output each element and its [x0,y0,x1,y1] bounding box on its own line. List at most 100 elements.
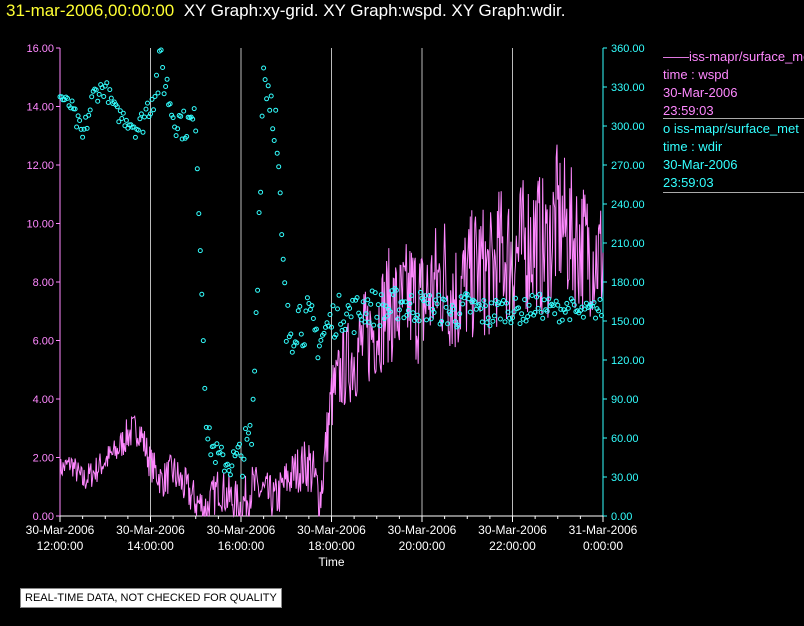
wdir-point [448,311,454,317]
wdir-point [89,94,95,100]
wdir-point [482,303,488,309]
wdir-point [517,321,523,327]
x-axis-label: Time [318,555,345,569]
wdir-point [247,422,253,428]
wdir-point [244,436,250,442]
wdir-point [511,309,517,315]
wdir-point [534,294,540,300]
wdir-point [479,319,485,325]
wdir-point [117,108,123,114]
wdir-point [240,473,245,479]
wdir-point [197,248,203,254]
wdir-point [368,301,374,307]
wdir-point [558,306,564,312]
wdir-point [220,452,226,458]
wdir-point [108,95,114,101]
wdir-point [261,65,267,71]
legend-field: time : wspd [663,67,729,82]
wdir-point [597,297,603,302]
wdir-point [472,299,478,305]
wdir-point [478,306,484,312]
wdir-point [152,94,158,99]
wdir-point [249,441,255,447]
wdir-point [457,311,463,317]
wdir-point [360,299,366,305]
wdir-point [380,302,386,308]
x-tick-label-date: 30-Mar-2006 [478,523,547,537]
x-tick-label-date: 30-Mar-2006 [116,523,185,537]
wdir-point [271,138,277,143]
wdir-point [484,320,490,326]
wdir-point [87,107,93,113]
title-graphs: XY Graph:xy-grid. XY Graph:wspd. XY Grap… [183,1,566,20]
wdir-point [309,303,315,309]
left-tick-label: 8.00 [33,277,54,289]
wdir-point [591,300,597,305]
wdir-point [460,301,466,307]
wdir-point [362,319,368,325]
wdir-point [541,297,547,303]
wdir-point [148,111,153,117]
wdir-point [193,128,199,134]
wdir-point [313,326,319,332]
wdir-point [329,324,334,330]
legend-circle-icon: o [663,121,671,136]
wdir-point [535,305,541,311]
wdir-point [510,315,515,321]
wdir-point [282,280,288,286]
wdir-point [402,299,408,305]
wdir-point [95,98,101,104]
wdir-point [553,298,559,304]
wdir-point [354,295,360,301]
wdir-point [427,293,432,298]
wdir-point [523,318,529,324]
wdir-point [496,300,502,306]
wdir-point [538,309,544,315]
legend-wspd: ——iss-mapr/surface_met time : wspd 30-Ma… [663,48,804,120]
wdir-point [583,300,589,306]
wdir-point [407,301,413,306]
wdir-point [532,309,538,315]
wdir-point [259,113,265,119]
wdir-point [149,96,155,102]
wdir-point [75,113,81,119]
wdir-point [283,338,289,344]
wdir-point [378,292,384,298]
wdir-point [68,105,74,111]
wdir-point [341,319,347,325]
wdir-point [277,190,283,196]
wdir-point [212,460,218,465]
wdir-point [416,318,422,324]
wdir-point [217,449,223,455]
wdir-point [123,117,129,123]
wdir-point [387,309,393,315]
wdir-point [285,302,291,308]
wdir-point [206,425,212,431]
wdir-point [507,315,512,321]
wdir-point [335,306,340,312]
wdir-point [490,318,496,324]
wdir-point [196,211,202,217]
wdir-point [315,355,321,361]
wdir-point [537,291,543,297]
wspd-series-line [59,144,604,518]
wdir-point [158,47,164,53]
wdir-point [203,424,209,430]
wdir-point [555,302,561,308]
wdir-point [288,331,294,337]
wdir-point [143,106,149,112]
wdir-point [405,308,411,313]
wdir-point [101,94,107,99]
right-tick-label: 360.00 [611,43,645,55]
wdir-point [291,343,297,349]
wdir-point [455,322,461,328]
wdir-point [338,321,344,327]
right-tick-label: 300.00 [611,121,645,133]
left-tick-label: 0.00 [33,511,54,523]
wdir-point [218,444,224,450]
wdir-point [301,342,307,348]
wdir-point [418,289,423,295]
wdir-point [466,296,472,302]
wdir-point [540,315,546,321]
wdir-point [138,111,144,117]
